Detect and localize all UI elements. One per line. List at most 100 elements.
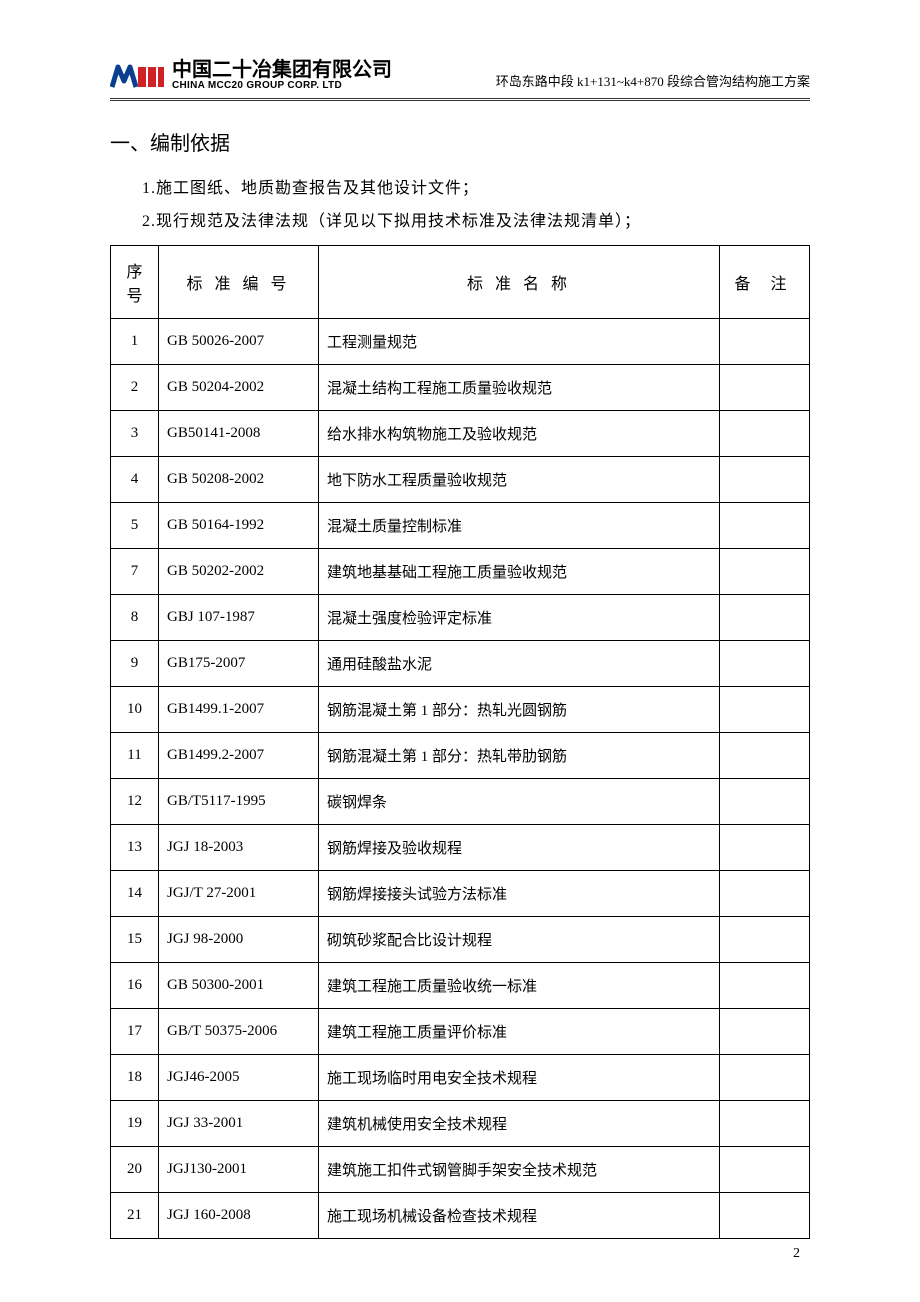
- cell-seq: 7: [111, 548, 159, 594]
- table-row: 17GB/T 50375-2006建筑工程施工质量评价标准: [111, 1008, 810, 1054]
- mcc-logo-icon: [110, 61, 166, 91]
- cell-name: 施工现场机械设备检查技术规程: [319, 1192, 720, 1238]
- cell-seq: 15: [111, 916, 159, 962]
- col-header-seq: 序号: [111, 245, 159, 318]
- table-row: 9GB175-2007通用硅酸盐水泥: [111, 640, 810, 686]
- cell-name: 建筑工程施工质量验收统一标准: [319, 962, 720, 1008]
- cell-seq: 2: [111, 364, 159, 410]
- cell-name: 施工现场临时用电安全技术规程: [319, 1054, 720, 1100]
- cell-name: 钢筋混凝土第 1 部分：热轧光圆钢筋: [319, 686, 720, 732]
- table-row: 10GB1499.1-2007钢筋混凝土第 1 部分：热轧光圆钢筋: [111, 686, 810, 732]
- table-row: 18JGJ46-2005施工现场临时用电安全技术规程: [111, 1054, 810, 1100]
- table-row: 19JGJ 33-2001建筑机械使用安全技术规程: [111, 1100, 810, 1146]
- cell-code: GB/T 50375-2006: [159, 1008, 319, 1054]
- cell-seq: 8: [111, 594, 159, 640]
- cell-note: [720, 1146, 810, 1192]
- table-row: 16GB 50300-2001建筑工程施工质量验收统一标准: [111, 962, 810, 1008]
- cell-note: [720, 778, 810, 824]
- cell-name: 钢筋混凝土第 1 部分：热轧带肋钢筋: [319, 732, 720, 778]
- col-header-name: 标 准 名 称: [319, 245, 720, 318]
- basis-item-2: 2.现行规范及法律法规（详见以下拟用技术标准及法律法规清单）；: [110, 205, 810, 239]
- cell-note: [720, 824, 810, 870]
- cell-seq: 18: [111, 1054, 159, 1100]
- cell-name: 混凝土质量控制标准: [319, 502, 720, 548]
- cell-code: JGJ 18-2003: [159, 824, 319, 870]
- cell-name: 混凝土结构工程施工质量验收规范: [319, 364, 720, 410]
- table-row: 15JGJ 98-2000砌筑砂浆配合比设计规程: [111, 916, 810, 962]
- cell-note: [720, 916, 810, 962]
- table-row: 1GB 50026-2007工程测量规范: [111, 318, 810, 364]
- cell-name: 建筑机械使用安全技术规程: [319, 1100, 720, 1146]
- cell-note: [720, 640, 810, 686]
- col-header-code: 标 准 编 号: [159, 245, 319, 318]
- cell-seq: 3: [111, 410, 159, 456]
- cell-code: GB175-2007: [159, 640, 319, 686]
- cell-seq: 19: [111, 1100, 159, 1146]
- cell-code: JGJ/T 27-2001: [159, 870, 319, 916]
- page-number: 2: [793, 1246, 800, 1262]
- cell-note: [720, 548, 810, 594]
- cell-note: [720, 594, 810, 640]
- cell-note: [720, 410, 810, 456]
- table-row: 11GB1499.2-2007钢筋混凝土第 1 部分：热轧带肋钢筋: [111, 732, 810, 778]
- cell-seq: 16: [111, 962, 159, 1008]
- cell-note: [720, 962, 810, 1008]
- cell-seq: 4: [111, 456, 159, 502]
- cell-code: GB 50164-1992: [159, 502, 319, 548]
- table-row: 20JGJ130-2001建筑施工扣件式钢管脚手架安全技术规范: [111, 1146, 810, 1192]
- cell-code: JGJ 98-2000: [159, 916, 319, 962]
- table-row: 13JGJ 18-2003钢筋焊接及验收规程: [111, 824, 810, 870]
- table-body: 1GB 50026-2007工程测量规范2GB 50204-2002混凝土结构工…: [111, 318, 810, 1238]
- table-row: 12GB/T5117-1995碳钢焊条: [111, 778, 810, 824]
- document-title: 环岛东路中段 k1+131~k4+870 段综合管沟结构施工方案: [496, 71, 810, 92]
- table-row: 3GB50141-2008给水排水构筑物施工及验收规范: [111, 410, 810, 456]
- cell-seq: 12: [111, 778, 159, 824]
- cell-note: [720, 732, 810, 778]
- standards-table: 序号 标 准 编 号 标 准 名 称 备 注 1GB 50026-2007工程测…: [110, 245, 810, 1239]
- cell-seq: 11: [111, 732, 159, 778]
- cell-seq: 13: [111, 824, 159, 870]
- cell-name: 给水排水构筑物施工及验收规范: [319, 410, 720, 456]
- cell-name: 混凝土强度检验评定标准: [319, 594, 720, 640]
- table-row: 2GB 50204-2002混凝土结构工程施工质量验收规范: [111, 364, 810, 410]
- cell-code: JGJ46-2005: [159, 1054, 319, 1100]
- cell-name: 碳钢焊条: [319, 778, 720, 824]
- cell-name: 工程测量规范: [319, 318, 720, 364]
- cell-code: GB50141-2008: [159, 410, 319, 456]
- cell-code: JGJ130-2001: [159, 1146, 319, 1192]
- cell-name: 建筑地基基础工程施工质量验收规范: [319, 548, 720, 594]
- company-name-cn: 中国二十冶集团有限公司: [172, 60, 392, 81]
- cell-note: [720, 318, 810, 364]
- cell-code: GB1499.2-2007: [159, 732, 319, 778]
- cell-name: 通用硅酸盐水泥: [319, 640, 720, 686]
- company-name-en: CHINA MCC20 GROUP CORP. LTD: [172, 81, 392, 92]
- cell-note: [720, 1054, 810, 1100]
- cell-code: GB 50026-2007: [159, 318, 319, 364]
- page-header: 中国二十冶集团有限公司 CHINA MCC20 GROUP CORP. LTD …: [110, 0, 810, 101]
- cell-code: JGJ 160-2008: [159, 1192, 319, 1238]
- table-row: 7GB 50202-2002建筑地基基础工程施工质量验收规范: [111, 548, 810, 594]
- cell-note: [720, 502, 810, 548]
- cell-seq: 5: [111, 502, 159, 548]
- table-head: 序号 标 准 编 号 标 准 名 称 备 注: [111, 245, 810, 318]
- company-block: 中国二十冶集团有限公司 CHINA MCC20 GROUP CORP. LTD: [110, 60, 392, 92]
- col-header-note: 备 注: [720, 245, 810, 318]
- table-row: 8GBJ 107-1987混凝土强度检验评定标准: [111, 594, 810, 640]
- cell-note: [720, 456, 810, 502]
- cell-code: GB 50204-2002: [159, 364, 319, 410]
- table-row: 14JGJ/T 27-2001钢筋焊接接头试验方法标准: [111, 870, 810, 916]
- section-title: 一、编制依据: [110, 127, 810, 156]
- cell-code: GBJ 107-1987: [159, 594, 319, 640]
- cell-seq: 10: [111, 686, 159, 732]
- cell-code: GB 50300-2001: [159, 962, 319, 1008]
- cell-code: GB 50208-2002: [159, 456, 319, 502]
- basis-item-1: 1.施工图纸、地质勘查报告及其他设计文件；: [110, 172, 810, 206]
- cell-note: [720, 1100, 810, 1146]
- cell-note: [720, 1192, 810, 1238]
- cell-seq: 14: [111, 870, 159, 916]
- cell-name: 钢筋焊接及验收规程: [319, 824, 720, 870]
- cell-note: [720, 686, 810, 732]
- table-row: 5GB 50164-1992混凝土质量控制标准: [111, 502, 810, 548]
- cell-seq: 20: [111, 1146, 159, 1192]
- cell-code: GB1499.1-2007: [159, 686, 319, 732]
